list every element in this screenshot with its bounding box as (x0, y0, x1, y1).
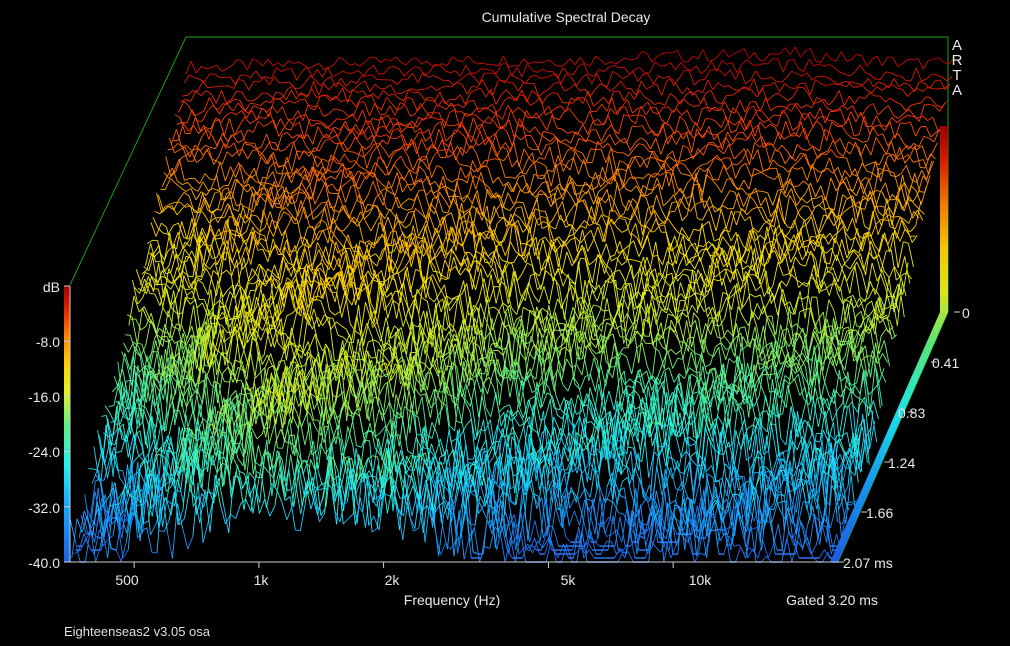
spectral-slice-25 (139, 227, 909, 300)
y-tick-label-db: dB (43, 279, 60, 295)
spectral-slice-30 (130, 254, 900, 344)
time-tick-label-2-07: 2.07 ms (843, 555, 893, 571)
x-tick-label-2k: 2k (385, 572, 401, 588)
spectral-slice-14 (160, 153, 929, 204)
footer-caption: Eighteenseas2 v3.05 osa (64, 624, 210, 639)
spectral-slice-29 (132, 248, 902, 335)
time-tick-label-0-83: 0.83 (898, 405, 925, 421)
y-tick-label-minus-24: -24.0 (28, 444, 60, 460)
spectral-slice-0 (185, 46, 955, 75)
db-tick-marks (64, 285, 70, 563)
back-left-edge (69, 36, 187, 286)
time-tick-label-1-66: 1.66 (866, 505, 893, 521)
x-tick-label-1k: 1k (254, 572, 270, 588)
x-tick-label-5k: 5k (561, 572, 577, 588)
spectral-slice-61 (73, 451, 843, 555)
time-tick-label-1-24: 1.24 (888, 455, 915, 471)
spectral-slice-9 (168, 121, 938, 161)
waterfall-slices (69, 46, 955, 563)
time-tick-label-0: 0 (962, 305, 970, 321)
spectral-slice-4 (178, 86, 947, 116)
time-tick-label-0-41: 0.41 (932, 355, 959, 371)
time-tick-marks (838, 311, 960, 563)
chart-title: Cumulative Spectral Decay (482, 9, 651, 25)
spectral-slice-21 (147, 200, 916, 266)
x-tick-label-500: 500 (115, 572, 139, 588)
spectral-slice-1 (183, 58, 953, 85)
x-tick-label-10k: 10k (689, 572, 713, 588)
spectral-slice-19 (150, 182, 920, 250)
spectral-slice-3 (180, 78, 949, 104)
gating-label: Gated 3.20 ms (786, 592, 878, 608)
y-tick-label-minus-16: -16.0 (28, 389, 60, 405)
spectral-slice-10 (167, 128, 936, 169)
spectral-slice-7 (173, 109, 942, 142)
y-tick-label-minus-32: -32.0 (28, 500, 60, 516)
spectral-slice-12 (163, 141, 933, 185)
y-tick-label-minus-40: -40.0 (28, 555, 60, 571)
db-colour-scale (64, 286, 70, 562)
frequency-tick-marks (133, 562, 674, 568)
spectral-slice-2 (182, 68, 951, 97)
spectral-slice-13 (161, 145, 931, 196)
spectral-slice-31 (128, 257, 898, 351)
x-axis-label: Frequency (Hz) (404, 592, 500, 608)
spectral-slice-41 (110, 326, 879, 433)
spectral-slice-18 (152, 177, 922, 240)
y-tick-label-minus-8: -8.0 (36, 334, 60, 350)
